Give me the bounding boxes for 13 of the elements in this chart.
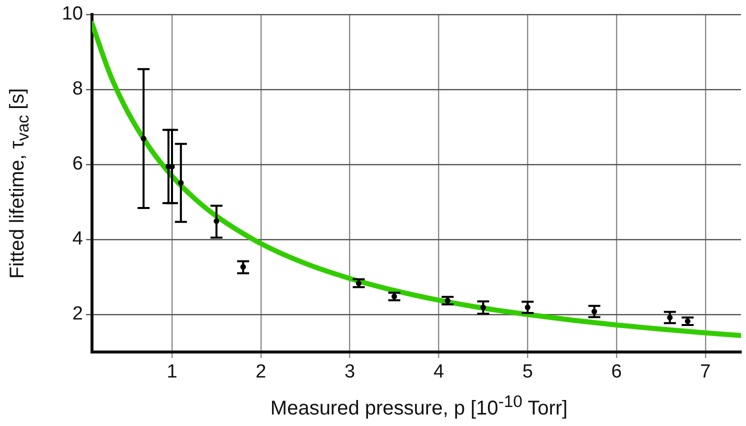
x-tick-label: 6	[611, 362, 622, 383]
x-axis-title: Measured pressure, p [10$^{-10}$ Torr]	[269, 392, 569, 421]
y-tick-label: 10	[62, 4, 83, 25]
x-tick-label: 4	[433, 362, 444, 383]
y-tick-label: 2	[72, 304, 83, 325]
x-tick-label: 2	[256, 362, 266, 383]
y-tick-label: 8	[72, 78, 83, 100]
y-tick-label: 4	[72, 228, 84, 250]
x-tick-label: 7	[700, 362, 711, 383]
x-tick-label: 1	[166, 362, 178, 383]
x-tick-label: 5	[522, 362, 533, 383]
y-tick-label: 6	[72, 154, 83, 175]
x-tick-label: 3	[344, 362, 356, 383]
